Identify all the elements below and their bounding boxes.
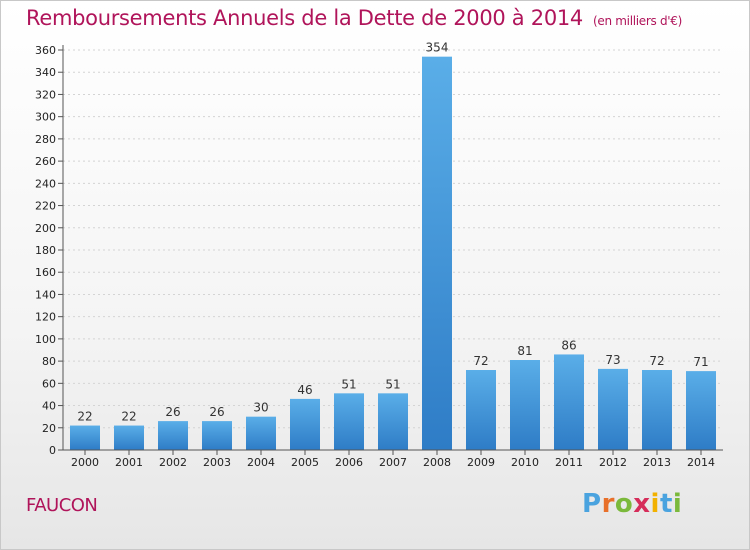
x-tick-label: 2011 [555,456,583,469]
y-axis-labels: 0 20 40 60 80 100 120 140 160 180 200 220 240 260 280 3… [35,44,63,457]
logo-letter: i [672,489,683,519]
bar [158,421,188,450]
bar-value-label: 46 [297,383,312,397]
x-tick-label: 2008 [423,456,451,469]
bar-value-label: 81 [517,344,532,358]
bars [70,56,716,451]
x-tick-label: 2003 [203,456,231,469]
y-tick-label: 360 [35,44,56,57]
bar-value-label: 22 [121,410,136,424]
y-tick-label: 320 [35,88,56,101]
x-tick-label: 2012 [599,456,627,469]
bar-value-label: 72 [473,354,488,368]
y-tick-label: 200 [35,222,56,235]
x-tick-label: 2006 [335,456,363,469]
y-tick-label: 120 [35,311,56,324]
bar-value-label: 22 [77,410,92,424]
y-tick-label: 140 [35,288,56,301]
y-tick-label: 340 [35,66,56,79]
x-tick-label: 2002 [159,456,187,469]
y-tick-label: 260 [35,155,56,168]
x-tick-label: 2005 [291,456,319,469]
bar-value-label: 30 [253,401,268,415]
x-tick-label: 2013 [643,456,671,469]
bar-value-label: 71 [693,355,708,369]
bar [554,354,584,450]
logo-letter: t [659,489,673,519]
bar-value-label: 51 [385,377,400,391]
bar [114,425,144,450]
bar [202,421,232,450]
axes [62,45,723,451]
x-tick-label: 2000 [71,456,99,469]
proxiti-logo: Proxiti [582,489,682,519]
bar-value-label: 26 [209,405,224,419]
bar-value-label: 51 [341,377,356,391]
bar [510,360,540,450]
logo-letter: x [633,489,651,519]
logo-letter: i [650,489,660,519]
y-tick-label: 100 [35,333,56,346]
y-tick-label: 300 [35,111,56,124]
bar [334,393,364,450]
title-unit: (en milliers d'€) [593,14,683,28]
bar-value-labels: 22 22 26 26 30 46 51 51 354 72 81 86 73 72 71 [77,41,708,424]
y-tick-label: 20 [42,422,56,435]
x-tick-label: 2007 [379,456,407,469]
y-tick-label: 80 [42,355,56,368]
bar [422,56,452,451]
title-text: Remboursements Annuels de la Dette de 20… [26,6,583,30]
y-tick-label: 240 [35,177,56,190]
bar [642,370,672,450]
bar-value-label: 26 [165,405,180,419]
logo-letter: P [582,489,602,519]
x-axis-labels: 2000 2001 2002 2003 2004 2005 2006 2007 2008 2009… [71,450,715,469]
chart-title: Remboursements Annuels de la Dette de 20… [26,6,682,30]
y-gridlines [63,49,723,429]
bar [686,371,716,450]
bar [598,368,628,450]
y-tick-label: 60 [42,377,56,390]
bar [246,416,276,450]
bar-value-label: 73 [605,353,620,367]
commune-name: FAUCON [26,495,98,516]
bar-value-label: 86 [561,338,576,352]
y-tick-label: 180 [35,244,56,257]
bar [378,393,408,450]
bar-value-label: 72 [649,354,664,368]
logo-letter: r [601,489,615,519]
bar-value-label: 354 [426,41,449,55]
x-tick-label: 2009 [467,456,495,469]
y-tick-label: 40 [42,400,56,413]
y-tick-label: 0 [49,444,56,457]
bar [466,370,496,450]
logo-letter: o [614,489,634,519]
x-tick-label: 2004 [247,456,275,469]
y-tick-label: 280 [35,133,56,146]
x-tick-label: 2014 [687,456,715,469]
x-tick-label: 2001 [115,456,143,469]
y-tick-label: 160 [35,266,56,279]
bar [290,398,320,450]
y-tick-label: 220 [35,200,56,213]
x-tick-label: 2010 [511,456,539,469]
bar [70,425,100,450]
